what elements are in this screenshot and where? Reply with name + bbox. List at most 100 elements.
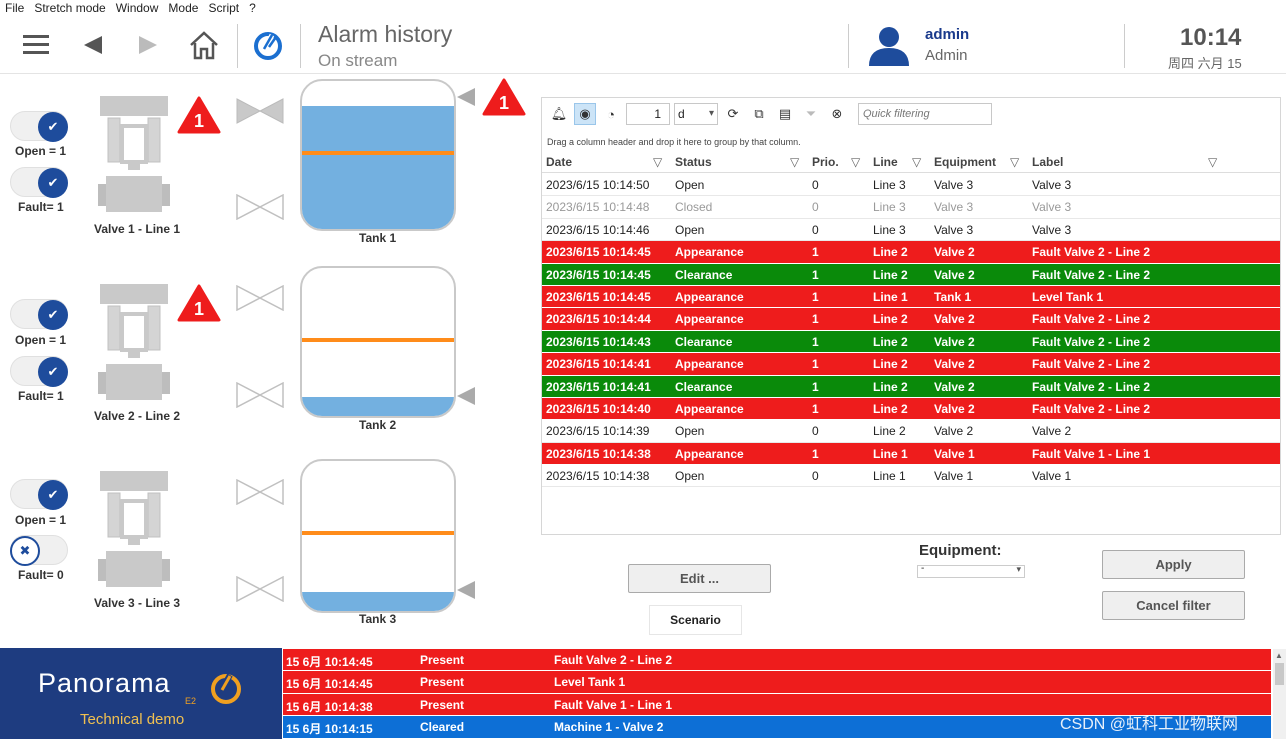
open-toggle-valve-2[interactable]: ✔ (10, 299, 68, 330)
alarm-warning-icon[interactable]: 1 (177, 284, 221, 327)
alarm-history-grid: 🔔︎ ◉ ◔ 1 d ⟳ ⧉ ▤ ⏷ ⊗ Quick filtering Dra… (541, 97, 1281, 535)
cancel-filter-button[interactable]: Cancel filter (1102, 591, 1245, 620)
table-row[interactable]: 2023/6/15 10:14:48 Closed 0 Line 3 Valve 3 Va… (542, 196, 1280, 219)
column-header-line[interactable]: Line (873, 155, 898, 169)
alarm-row[interactable]: 15 6月 10:14:45 Present Level Tank 1 (283, 671, 1271, 694)
menu-window[interactable]: Window (115, 1, 159, 15)
fault-toggle-valve-3[interactable]: ✖ (10, 535, 68, 566)
alarm-label: Fault Valve 2 - Line 2 (554, 653, 673, 667)
period-value-input[interactable]: 1 (626, 103, 670, 125)
fault-label: Fault= 1 (18, 200, 64, 214)
cell-status: Appearance (675, 401, 744, 416)
table-row[interactable]: 2023/6/15 10:14:43 Clearance 1 Line 2 Valve … (542, 330, 1280, 354)
grid-header: Date ▽ Status ▽ Prio. ▽ Line ▽ Equipment… (542, 151, 1280, 173)
column-header-label[interactable]: Label (1032, 155, 1064, 169)
alarm-row[interactable]: 15 6月 10:14:38 Present Fault Valve 1 - Lin… (283, 693, 1271, 717)
column-filter-icon[interactable]: ▽ (790, 155, 800, 169)
column-header-date[interactable]: Date (546, 155, 573, 169)
cell-line: Line 3 (873, 178, 906, 192)
column-header-status[interactable]: Status (675, 155, 712, 169)
back-arrow-icon[interactable] (78, 16, 108, 74)
hamburger-menu-icon[interactable] (20, 16, 52, 74)
filter-icon[interactable]: ⏷ (805, 106, 817, 121)
period-unit-select[interactable]: d (674, 103, 718, 125)
alarm-warning-icon[interactable]: 1 (177, 96, 221, 139)
table-row[interactable]: 2023/6/15 10:14:40 Appearance 1 Line 2 Valve… (542, 397, 1280, 421)
check-icon: ✔ (38, 357, 68, 387)
open-toggle-valve-3[interactable]: ✔ (10, 479, 68, 510)
cell-label: Valve 3 (1032, 200, 1072, 215)
table-row[interactable]: 2023/6/15 10:14:41 Clearance 1 Line 2 Valve … (542, 375, 1280, 398)
cell-date: 2023/6/15 10:14:39 (546, 424, 650, 439)
realtime-icon[interactable]: ◉ (574, 103, 596, 125)
table-row[interactable]: 2023/6/15 10:14:38 Open 0 Line 1 Valve 1 Valv… (542, 465, 1280, 488)
history-icon[interactable]: ◔ (607, 106, 615, 122)
cell-equipment: Valve 1 (934, 469, 974, 484)
alarm-banner-scrollbar[interactable]: ▲ (1273, 649, 1286, 739)
user-avatar-icon[interactable] (866, 16, 912, 74)
menu-script[interactable]: Script (208, 1, 240, 15)
cell-date: 2023/6/15 10:14:43 (546, 334, 651, 349)
scenario-button[interactable]: Scenario (649, 605, 742, 635)
bell-icon[interactable]: 🔔︎ (550, 106, 568, 121)
open-toggle-valve-1[interactable]: ✔ (10, 111, 68, 142)
table-row[interactable]: 2023/6/15 10:14:38 Appearance 1 Line 1 Valve… (542, 442, 1280, 466)
column-filter-icon[interactable]: ▽ (1208, 155, 1218, 169)
column-filter-icon[interactable]: ▽ (912, 155, 922, 169)
table-row[interactable]: 2023/6/15 10:14:44 Appearance 1 Line 2 Valve… (542, 308, 1280, 331)
tank-3[interactable] (300, 459, 456, 613)
menu-help[interactable]: ? (249, 1, 256, 15)
level-setpoint-line (302, 338, 454, 342)
quick-filter-input[interactable]: Quick filtering (858, 103, 992, 125)
table-row[interactable]: 2023/6/15 10:14:45 Appearance 1 Line 2 Valve… (542, 241, 1280, 264)
fault-toggle-valve-2[interactable]: ✔ (10, 356, 68, 387)
alarm-time: 15 6月 10:14:45 (286, 655, 373, 669)
menu-stretch-mode[interactable]: Stretch mode (34, 1, 106, 15)
scrollbar-thumb[interactable] (1275, 663, 1284, 685)
table-row[interactable]: 2023/6/15 10:14:46 Open 0 Line 3 Valve 3 Valv… (542, 219, 1280, 242)
check-icon: ✔ (38, 300, 68, 330)
menu-file[interactable]: File (5, 1, 25, 15)
apply-button[interactable]: Apply (1102, 550, 1245, 579)
cell-status: Open (675, 424, 705, 439)
alarm-row[interactable]: 15 6月 10:14:45 Present Fault Valve 2 - Lin… (283, 649, 1271, 672)
menu-mode[interactable]: Mode (168, 1, 199, 15)
hand-valve-icon (236, 284, 284, 316)
separator (1124, 24, 1125, 68)
refresh-icon[interactable]: ⟳ (727, 106, 739, 121)
home-icon[interactable] (186, 16, 222, 74)
valve-3-symbol[interactable] (98, 471, 170, 598)
table-row[interactable]: 2023/6/15 10:14:41 Appearance 1 Line 2 Valve… (542, 353, 1280, 376)
alarm-row[interactable]: 15 6月 10:14:15 Cleared Machine 1 - Valve 2 (283, 716, 1271, 739)
table-row[interactable]: 2023/6/15 10:14:45 Clearance 1 Line 2 Valve … (542, 263, 1280, 286)
tank-1[interactable] (300, 79, 456, 231)
scroll-up-icon[interactable]: ▲ (1275, 651, 1283, 660)
column-filter-icon[interactable]: ▽ (851, 155, 861, 169)
user-name[interactable]: admin (925, 26, 970, 43)
table-row[interactable]: 2023/6/15 10:14:50 Open 0 Line 3 Valve 3 Valv… (542, 174, 1280, 197)
valve-2-symbol[interactable] (98, 284, 170, 411)
cell-line: Line 2 (873, 267, 908, 282)
cell-label: Fault Valve 2 - Line 2 (1032, 245, 1151, 260)
forward-arrow-icon[interactable] (133, 16, 163, 74)
cell-label: Valve 3 (1032, 222, 1072, 237)
cell-label: Fault Valve 2 - Line 2 (1032, 357, 1151, 372)
cell-prio: 1 (812, 379, 819, 394)
equipment-select[interactable]: - (917, 563, 1025, 578)
clear-filter-icon[interactable]: ⊗ (831, 106, 843, 121)
valve-1-symbol[interactable] (98, 96, 170, 223)
table-row[interactable]: 2023/6/15 10:14:45 Appearance 1 Line 1 Tank … (542, 285, 1280, 309)
clipboard-icon[interactable]: ▤ (778, 106, 792, 121)
cell-line: Line 2 (873, 334, 908, 349)
fault-toggle-valve-1[interactable]: ✔ (10, 167, 68, 198)
tank-2[interactable] (300, 266, 456, 418)
column-filter-icon[interactable]: ▽ (653, 155, 663, 169)
column-filter-icon[interactable]: ▽ (1010, 155, 1020, 169)
column-header-prio[interactable]: Prio. (812, 155, 839, 169)
alarm-warning-icon[interactable]: 1 (482, 78, 526, 121)
table-row[interactable]: 2023/6/15 10:14:39 Open 0 Line 2 Valve 2 Valv… (542, 420, 1280, 443)
edit-button[interactable]: Edit ... (628, 564, 771, 593)
copy-icon[interactable]: ⧉ (754, 106, 764, 121)
column-header-equipment[interactable]: Equipment (934, 155, 996, 169)
equipment-select-value: - (921, 563, 925, 574)
